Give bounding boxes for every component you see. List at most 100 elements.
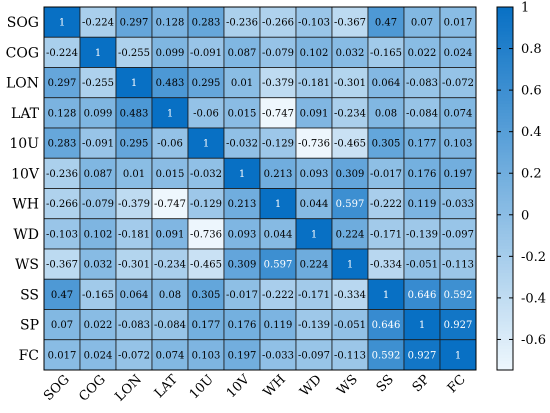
cell-value-label: 0.08 — [159, 290, 181, 301]
cell-value-label: 0.01 — [231, 78, 253, 89]
cell-value-label: 0.597 — [264, 260, 293, 271]
colorbar-segment — [497, 164, 513, 168]
colorbar-segment — [497, 342, 513, 347]
cell-value-label: 0.087 — [84, 169, 113, 180]
cell-value-label: -0.139 — [298, 320, 330, 331]
heatmap-cell — [187, 67, 225, 99]
cell-value-label: -0.032 — [226, 139, 258, 150]
cell-value-label: 0.032 — [336, 48, 365, 59]
cell-value-label: -0.747 — [154, 199, 186, 210]
cell-value-label: 0.592 — [444, 290, 473, 301]
cell-value-label: 0.297 — [48, 78, 77, 89]
heatmap-cell — [439, 188, 477, 220]
column-label: WH — [261, 372, 289, 400]
colorbar-segment — [497, 300, 513, 305]
row-label: FC — [19, 348, 39, 364]
colorbar-segment — [497, 91, 513, 96]
heatmap-cell — [151, 97, 189, 129]
heatmap-cell — [367, 278, 405, 310]
colorbar-segment — [497, 236, 513, 241]
cell-value-label: 0.483 — [120, 108, 149, 119]
colorbar-segment — [497, 55, 513, 60]
heatmap-cell — [79, 278, 117, 310]
cell-value-label: -0.736 — [298, 139, 330, 150]
colorbar-segment — [497, 230, 513, 235]
cell-value-label: -0.224 — [82, 18, 114, 29]
heatmap-cell — [367, 6, 405, 38]
heatmap-cell — [223, 188, 261, 220]
row-label: 10V — [11, 166, 40, 182]
colorbar-segment — [497, 357, 513, 362]
colorbar-segment — [497, 188, 513, 193]
cell-value-label: 0.176 — [228, 320, 257, 331]
cell-value-label: -0.465 — [190, 260, 222, 271]
cell-value-label: -0.379 — [118, 199, 150, 210]
colorbar-segment — [497, 255, 513, 259]
cell-value-label: -0.017 — [370, 169, 402, 180]
heatmap-cell — [79, 6, 117, 38]
cell-value-label: 1 — [131, 78, 137, 89]
cell-value-label: 0.017 — [444, 18, 473, 29]
colorbar-segment — [497, 366, 513, 371]
cell-value-label: 0.177 — [408, 139, 437, 150]
colorbar-segment — [497, 261, 513, 265]
cell-value-label: 1 — [203, 139, 209, 150]
cell-value-label: -0.017 — [226, 290, 258, 301]
row-label: WH — [12, 197, 39, 213]
colorbar-segment — [497, 167, 513, 171]
colorbar-segment — [497, 22, 513, 26]
heatmap-cell — [367, 188, 405, 220]
heatmap-cell — [79, 309, 117, 341]
cell-value-label: -0.033 — [442, 199, 474, 210]
colorbar-segment — [497, 149, 513, 153]
heatmap-cell — [187, 218, 225, 250]
heatmap-cell — [259, 67, 297, 99]
cell-value-label: 0.093 — [300, 169, 329, 180]
cell-value-label: 0.017 — [48, 350, 77, 361]
colorbar-segment — [497, 10, 513, 14]
colorbar-tick-label: 0 — [521, 208, 529, 223]
heatmap-cell — [151, 278, 189, 310]
cell-value-label: -0.236 — [46, 169, 78, 180]
heatmap-cell — [403, 278, 441, 310]
colorbar-segment — [497, 224, 513, 229]
colorbar-tick-label: 0.4 — [521, 125, 542, 140]
colorbar-segment — [497, 200, 513, 205]
heatmap-cell — [151, 248, 189, 280]
cell-value-label: -0.234 — [334, 108, 366, 119]
colorbar-segment — [497, 264, 513, 268]
colorbar-segment — [497, 209, 513, 214]
heatmap-cell — [439, 6, 477, 38]
cell-value-label: -0.06 — [157, 139, 183, 150]
cell-value-label: 0.119 — [264, 320, 293, 331]
colorbar-segment — [497, 276, 513, 280]
cell-value-label: 0.022 — [84, 320, 113, 331]
heatmap-cell — [439, 218, 477, 250]
colorbar-segment — [497, 58, 513, 63]
heatmap-cell — [259, 188, 297, 220]
row-label: SOG — [7, 15, 39, 31]
cell-value-label: -0.097 — [442, 229, 474, 240]
cell-value-label: -0.234 — [154, 260, 186, 271]
cell-value-label: 0.044 — [300, 199, 329, 210]
colorbar-segment — [497, 249, 513, 253]
colorbar-segment — [497, 88, 513, 93]
cell-value-label: -0.032 — [190, 169, 222, 180]
row-label: 10U — [9, 136, 39, 152]
cell-value-label: 1 — [59, 18, 65, 29]
heatmap-cell — [331, 36, 369, 68]
cell-value-label: -0.079 — [262, 48, 294, 59]
heatmap-cell — [115, 309, 153, 341]
cell-value-label: -0.181 — [298, 78, 330, 89]
cell-value-label: -0.103 — [298, 18, 330, 29]
cell-value-label: -0.097 — [298, 350, 330, 361]
cell-value-label: -0.171 — [370, 229, 402, 240]
heatmap-cell — [223, 248, 261, 280]
cell-value-label: 0.176 — [408, 169, 437, 180]
heatmap-cell — [331, 248, 369, 280]
colorbar-frame — [496, 6, 514, 371]
cell-value-label: 0.102 — [300, 48, 329, 59]
cell-value-label: -0.465 — [334, 139, 366, 150]
colorbar-tick-label: 1 — [521, 1, 529, 16]
